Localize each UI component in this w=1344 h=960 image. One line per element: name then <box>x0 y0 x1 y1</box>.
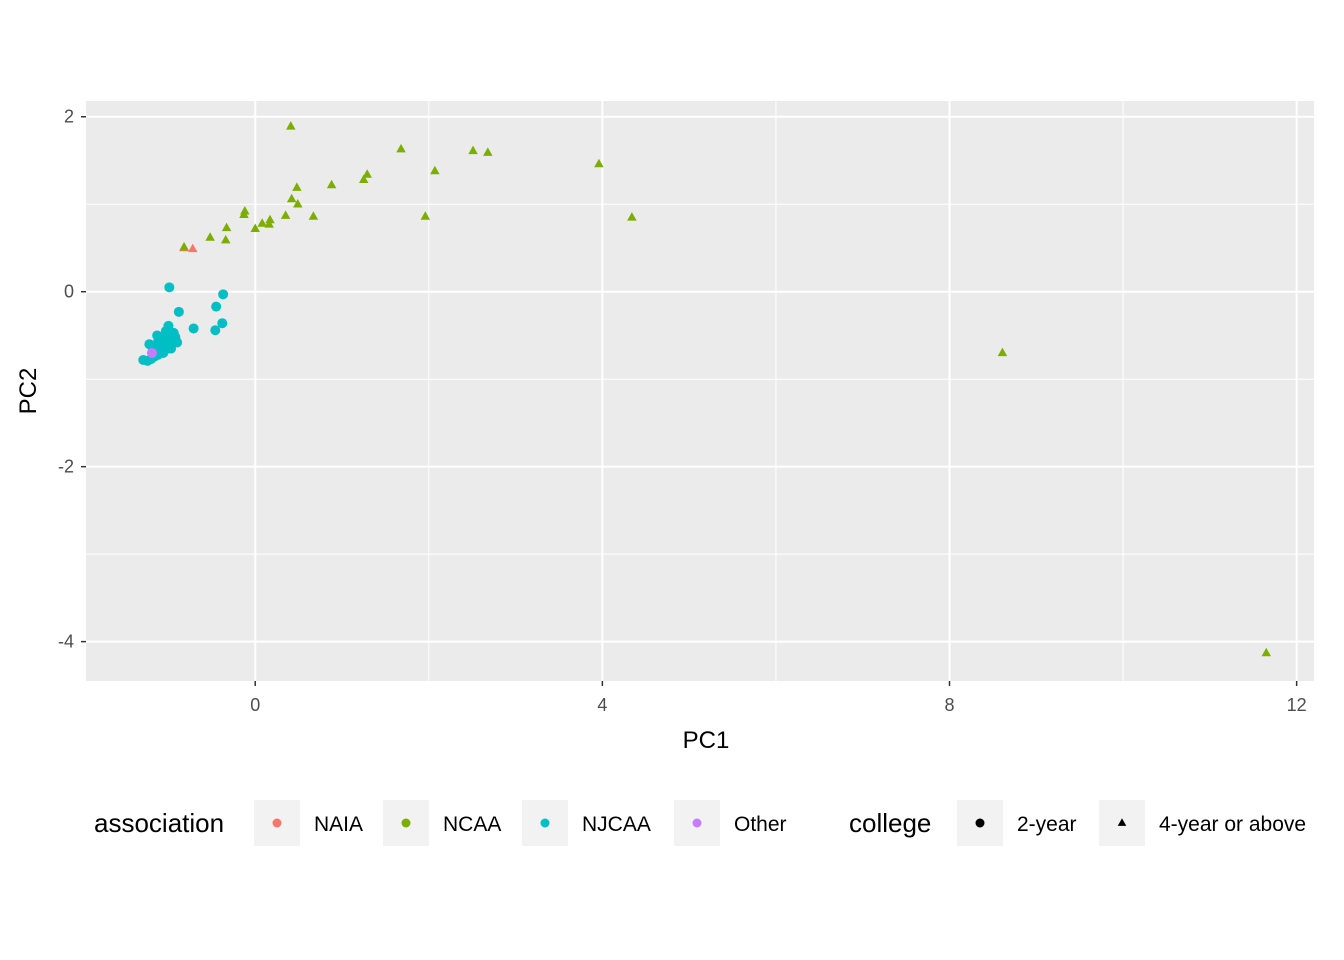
legend-swatch-triangle <box>1117 818 1127 826</box>
data-point-ncaa <box>179 241 189 251</box>
legend-label-ncaa: NCAA <box>443 813 501 836</box>
y-tick-label: -4 <box>58 632 74 652</box>
data-point-ncaa <box>257 218 267 227</box>
data-point-ncaa <box>627 212 637 221</box>
data-point-njcaa <box>172 337 183 348</box>
data-point-ncaa <box>594 158 604 168</box>
legend-swatch-ncaa <box>401 818 411 828</box>
data-point-ncaa <box>483 147 493 156</box>
legend-label-naia: NAIA <box>314 813 363 836</box>
data-point-ncaa <box>220 234 231 244</box>
data-point-njcaa <box>188 323 199 334</box>
data-point-ncaa <box>286 193 297 203</box>
data-point-ncaa <box>308 211 319 220</box>
y-axis: 2 0 -2 -4 <box>58 107 86 652</box>
data-point-ncaa <box>997 347 1008 357</box>
data-point-njcaa <box>210 325 221 336</box>
data-point-other <box>146 347 157 358</box>
data-point-ncaa <box>205 232 215 241</box>
legend-label-njcaa: NJCAA <box>582 813 651 836</box>
y-tick-label: -2 <box>58 457 74 477</box>
x-tick-label: 4 <box>597 695 607 715</box>
data-point-naia <box>187 243 198 253</box>
data-point-ncaa <box>326 179 337 189</box>
data-point-ncaa <box>286 121 296 130</box>
legend-label-other: Other <box>734 813 787 836</box>
legend: association NAIA NCAA NJCAA Other college 2-ye… <box>94 800 1306 846</box>
data-point-ncaa <box>250 223 260 232</box>
data-point-njcaa <box>173 306 184 317</box>
x-tick-label: 8 <box>944 695 954 715</box>
data-point-njcaa <box>164 282 175 293</box>
data-point-ncaa <box>468 145 478 155</box>
data-point-ncaa <box>221 222 232 232</box>
data-point-ncaa <box>280 210 291 219</box>
data-point-njcaa <box>155 337 166 348</box>
data-point-ncaa <box>293 198 303 208</box>
legend-swatch-other <box>692 818 702 828</box>
data-point-ncaa <box>264 219 274 228</box>
y-tick-label: 0 <box>64 282 74 302</box>
legend-swatch-njcaa <box>540 818 550 828</box>
legend-label-triangle: 4-year or above <box>1159 813 1306 836</box>
x-axis: 0 4 8 12 <box>250 681 1307 715</box>
data-point-ncaa <box>1261 647 1272 657</box>
legend-title-college: college <box>849 808 931 838</box>
plot-panel <box>86 101 1314 681</box>
legend-title-association: association <box>94 808 224 838</box>
legend-swatch-circle <box>975 818 985 828</box>
data-point-ncaa <box>420 211 431 220</box>
data-point-ncaa <box>358 174 369 183</box>
data-point-njcaa <box>211 301 222 312</box>
data-point-ncaa <box>239 209 249 218</box>
data-point-ncaa <box>430 165 440 175</box>
y-axis-title: PC2 <box>15 368 42 415</box>
legend-label-circle: 2-year <box>1017 813 1077 836</box>
data-point-ncaa <box>362 169 372 178</box>
data-point-ncaa <box>292 182 302 191</box>
x-axis-title: PC1 <box>683 727 730 754</box>
x-tick-label: 0 <box>250 695 260 715</box>
data-points <box>138 121 1272 657</box>
grid-lines <box>86 101 1314 681</box>
legend-swatch-naia <box>272 818 282 828</box>
data-point-njcaa <box>218 289 229 300</box>
x-tick-label: 12 <box>1287 695 1307 715</box>
data-point-ncaa <box>396 143 406 153</box>
y-tick-label: 2 <box>64 107 74 127</box>
data-point-ncaa <box>265 214 275 224</box>
data-point-njcaa <box>217 318 228 329</box>
